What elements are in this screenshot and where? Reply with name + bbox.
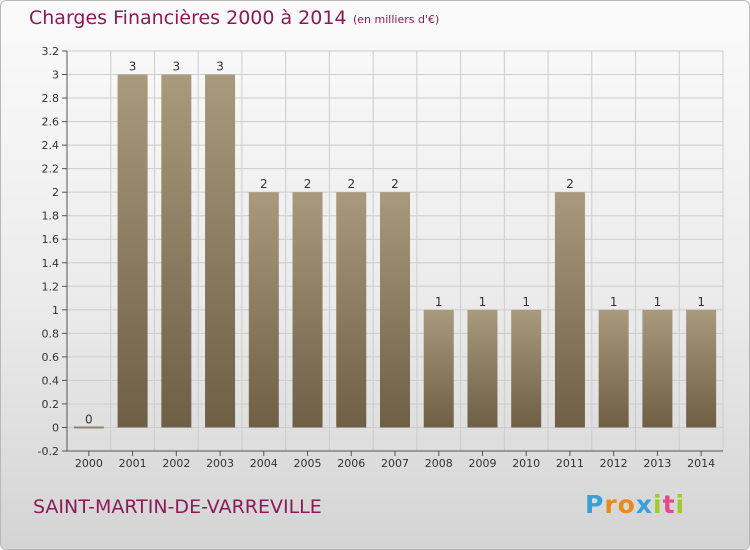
- data-label: 2: [566, 177, 574, 191]
- y-tick-label: 0.6: [42, 351, 60, 364]
- data-label: 1: [479, 295, 487, 309]
- y-tick-label: 2: [52, 186, 59, 199]
- data-label: 2: [347, 177, 355, 191]
- bar: [686, 309, 717, 428]
- x-tick-label: 2003: [206, 457, 234, 470]
- x-tick-label: 2006: [337, 457, 365, 470]
- bar: [117, 74, 148, 428]
- y-tick-label: 2.2: [42, 163, 60, 176]
- bar: [161, 74, 192, 428]
- logo-letter: x: [635, 490, 653, 519]
- x-tick-label: 2002: [162, 457, 190, 470]
- bar: [73, 426, 104, 429]
- bars: [73, 74, 717, 429]
- data-label: 2: [260, 177, 268, 191]
- y-tick-label: 1.2: [42, 280, 60, 293]
- data-label: 1: [435, 295, 443, 309]
- data-label: 0: [85, 412, 93, 426]
- y-tick-label: 0.2: [42, 398, 60, 411]
- x-tick-label: 2012: [600, 457, 628, 470]
- commune-name: SAINT-MARTIN-DE-VARREVILLE: [33, 496, 322, 518]
- y-tick-label: 1.6: [42, 233, 60, 246]
- logo-letter: i: [653, 490, 663, 519]
- y-tick-label: -0.2: [38, 445, 59, 458]
- logo-letter: t: [662, 490, 676, 519]
- bar: [380, 192, 410, 428]
- x-tick-label: 2010: [512, 457, 540, 470]
- x-tick-label: 2005: [294, 457, 322, 470]
- y-tick-label: 1.4: [42, 257, 60, 270]
- data-label: 1: [522, 295, 530, 309]
- y-tick-label: 3.2: [42, 45, 60, 58]
- logo-letter: r: [604, 490, 618, 519]
- data-label: 3: [216, 60, 224, 74]
- y-tick-label: 0: [52, 421, 59, 434]
- x-tick-label: 2011: [556, 457, 584, 470]
- bar: [248, 192, 279, 428]
- bar: [423, 309, 454, 428]
- bar: [598, 309, 629, 428]
- data-label: 1: [697, 295, 705, 309]
- data-label: 3: [129, 60, 137, 74]
- bar: [642, 309, 673, 428]
- y-tick-label: 2.6: [42, 116, 60, 129]
- chart-title: Charges Financières 2000 à 2014: [29, 7, 347, 29]
- bar: [205, 74, 236, 428]
- logo-letter: i: [675, 490, 686, 519]
- data-label: 1: [654, 295, 662, 309]
- data-label: 2: [391, 177, 399, 191]
- logo-letter: o: [617, 490, 636, 519]
- bar: [292, 192, 323, 428]
- y-tick-label: 3: [52, 69, 59, 82]
- axes: [62, 50, 723, 456]
- x-tick-label: 2008: [425, 457, 453, 470]
- bar: [467, 309, 498, 428]
- proxiti-logo[interactable]: Proxiti: [585, 490, 685, 519]
- x-tick-label: 2001: [119, 457, 147, 470]
- bar: [554, 192, 585, 428]
- y-tick-label: 2.8: [42, 92, 60, 105]
- x-tick-label: 2009: [468, 457, 496, 470]
- y-tick-label: 1.8: [42, 210, 60, 223]
- logo-letter: P: [585, 490, 605, 519]
- data-label: 1: [610, 295, 618, 309]
- x-tick-label: 2014: [687, 457, 715, 470]
- chart-subtitle: (en milliers d'€): [353, 13, 440, 26]
- data-label: 2: [304, 177, 312, 191]
- x-tick-label: 2013: [643, 457, 671, 470]
- x-tick-label: 2000: [75, 457, 103, 470]
- y-tick-label: 1: [52, 304, 59, 317]
- bar: [336, 192, 367, 428]
- data-label: 3: [173, 60, 181, 74]
- y-tick-label: 0.4: [42, 374, 60, 387]
- labels: -0.2 0 0.2 0.4 0.6 0.8 1 1.2 1.4 1.6 1.8 2 2.2 2.4 2.6…: [38, 45, 716, 470]
- y-tick-label: 0.8: [42, 327, 60, 340]
- x-tick-label: 2007: [381, 457, 409, 470]
- y-tick-label: 2.4: [42, 139, 60, 152]
- x-tick-label: 2004: [250, 457, 278, 470]
- bar: [511, 309, 542, 428]
